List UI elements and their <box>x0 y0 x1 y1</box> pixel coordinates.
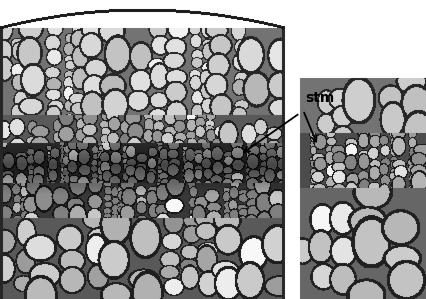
Text: stm: stm <box>305 91 334 105</box>
